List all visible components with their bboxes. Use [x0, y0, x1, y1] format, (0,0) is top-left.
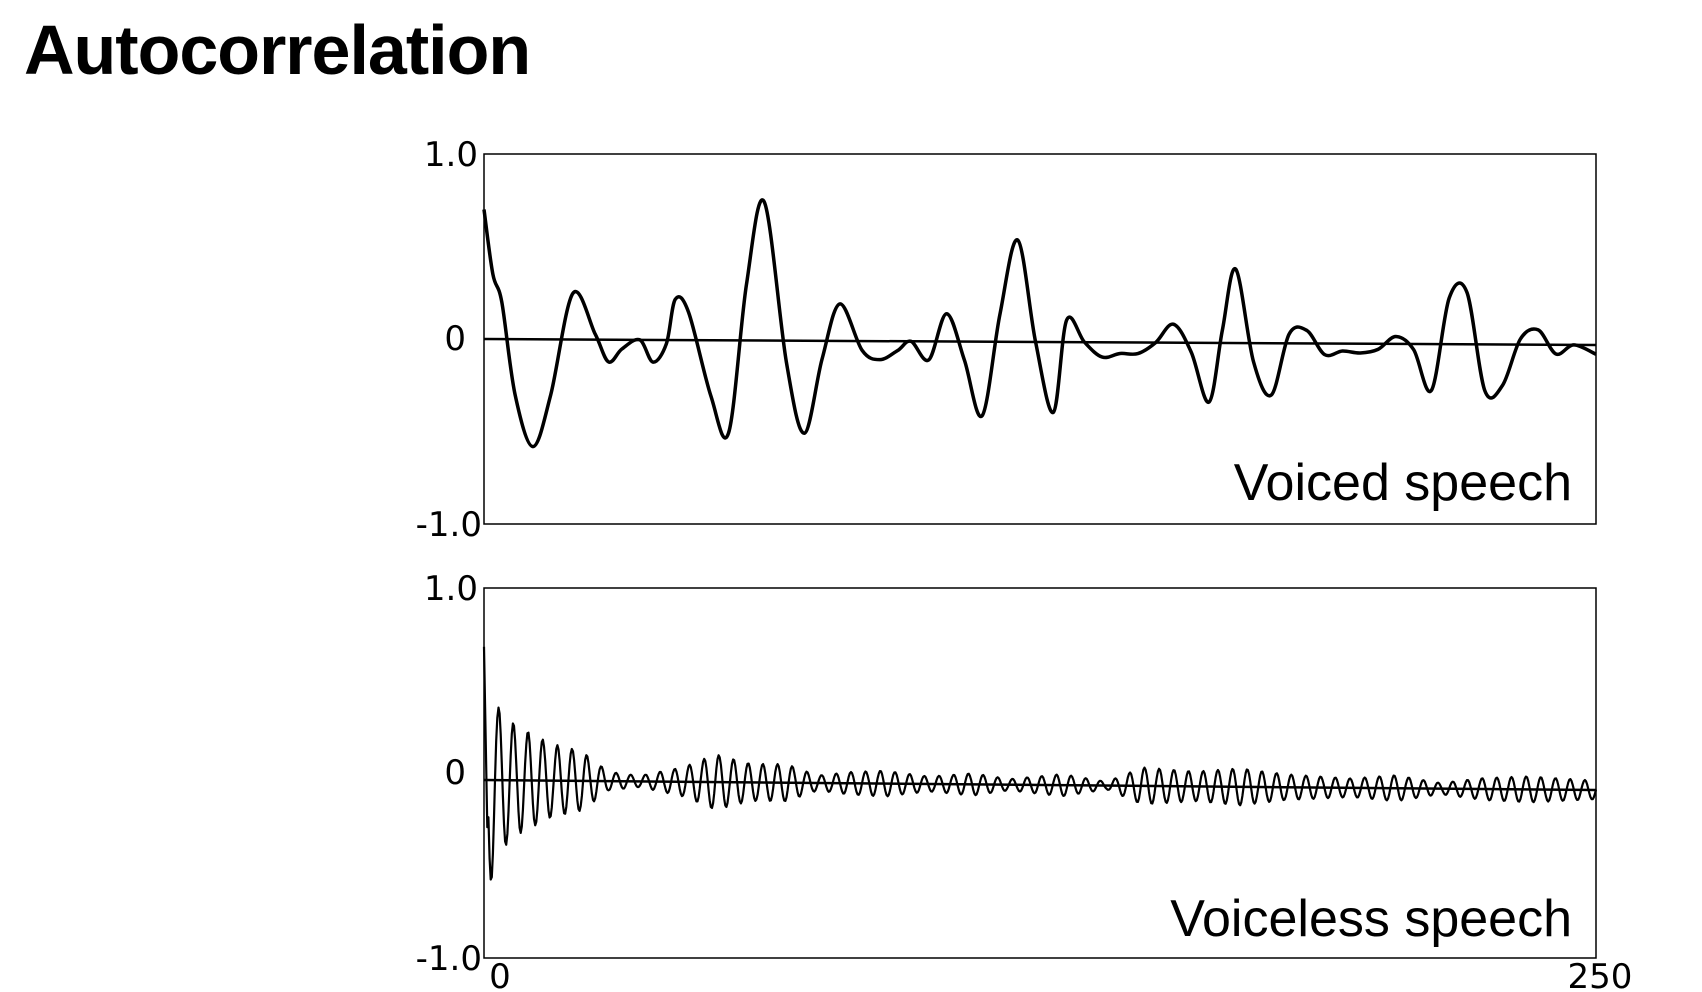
voiceless-ytick-zero: 0 [444, 753, 466, 793]
voiceless-xtick-start: 0 [489, 957, 511, 992]
voiceless-series-line [482, 646, 1598, 881]
voiceless-ytick-bottom: -1.0 [416, 939, 482, 979]
slide-title: Autocorrelation [24, 11, 531, 89]
voiceless-label: Voiceless speech [1170, 890, 1572, 948]
voiced-series-line [482, 198, 1597, 449]
voiced-ytick-top: 1.0 [424, 135, 478, 175]
voiced-zero-line [483, 337, 1597, 347]
voiced-panel: 1.0 0 -1.0 Voiced speech [416, 135, 1597, 545]
voiced-ytick-zero: 0 [444, 319, 466, 359]
voiceless-panel: 1.0 0 -1.0 0 250 Voiceless speech [416, 569, 1633, 992]
voiced-ytick-bottom: -1.0 [416, 505, 482, 545]
voiceless-ytick-top: 1.0 [424, 569, 478, 609]
voiceless-plot-frame [483, 587, 1597, 959]
voiceless-zero-line [483, 778, 1597, 792]
voiced-label: Voiced speech [1234, 454, 1572, 512]
voiceless-xtick-end: 250 [1568, 957, 1633, 992]
